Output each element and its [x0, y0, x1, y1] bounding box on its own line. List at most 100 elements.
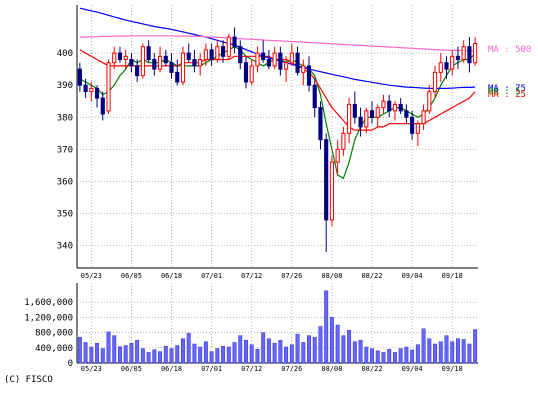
volume-x-tick-label: 06/18 — [161, 365, 182, 373]
candle-body — [135, 65, 140, 77]
candle-body — [295, 52, 300, 73]
candle-body — [77, 68, 82, 86]
volume-panel: 0 400,000 800,000 1,200,000 1,600,000 05/23 06… — [24, 283, 478, 373]
candle-body — [123, 55, 128, 61]
candle-body — [427, 91, 432, 112]
volume-bar — [215, 348, 220, 364]
volume-bar — [370, 348, 374, 364]
price-panel: 340 350 360 370 380 390 400 05/23 06/05 06/18 07/0… — [57, 5, 531, 280]
candle-body — [455, 55, 461, 61]
volume-bar — [266, 338, 271, 364]
volume-y-tick-label: 400,000 — [35, 344, 73, 354]
volume-bar — [89, 346, 94, 364]
volume-bar — [467, 343, 472, 364]
volume-bar — [169, 348, 174, 364]
candle-body — [192, 59, 197, 67]
candle-body — [404, 110, 409, 118]
candle-body — [261, 52, 266, 61]
volume-bar — [347, 330, 352, 364]
candle-body — [284, 62, 289, 70]
volume-bar — [278, 339, 283, 364]
volume-bar — [158, 351, 163, 364]
candle-body — [175, 71, 180, 83]
candle-body — [152, 59, 157, 70]
ma-legend-25: MA : 25 — [488, 90, 526, 100]
volume-y-tick-label: 800,000 — [35, 329, 73, 339]
volume-bar — [284, 346, 289, 364]
candle-body — [381, 100, 386, 109]
price-x-tick-label: 07/01 — [201, 272, 222, 280]
candle-body — [94, 87, 100, 99]
volume-bar — [192, 343, 197, 364]
candle-body — [243, 62, 249, 83]
volume-bar — [421, 328, 426, 364]
candle-body — [198, 59, 203, 67]
candle-body — [329, 161, 334, 221]
volume-bar — [375, 350, 380, 364]
volume-bar — [209, 351, 214, 364]
volume-bar — [238, 335, 243, 364]
candle-body — [392, 103, 398, 112]
volume-x-tick-label: 06/05 — [121, 365, 142, 373]
candle-body — [461, 46, 466, 61]
price-y-tick-label: 370 — [57, 145, 73, 155]
volume-bar — [301, 342, 306, 364]
volume-bar — [244, 339, 248, 364]
volume-bar — [123, 345, 128, 364]
ma-line-2 — [79, 49, 476, 131]
volume-y-tick-label: 1,200,000 — [24, 313, 73, 323]
volume-bar — [324, 290, 329, 364]
volume-x-tick-label: 09/04 — [402, 365, 423, 373]
candle-body — [421, 110, 426, 125]
candle-body — [180, 52, 186, 83]
candle-body — [306, 65, 312, 86]
price-y-tick-label: 360 — [57, 177, 73, 187]
price-x-tick-label: 05/23 — [81, 272, 102, 280]
volume-bar — [198, 346, 203, 364]
volume-bar — [100, 348, 105, 364]
volume-x-tick-label: 08/08 — [321, 365, 342, 373]
candle-body — [106, 62, 111, 112]
ma-line-3 — [79, 7, 476, 90]
candle-body — [255, 52, 260, 67]
ma-legend-5: MA : 5 — [488, 87, 521, 97]
volume-bar — [392, 352, 397, 364]
price-y-tick-label: 380 — [57, 113, 73, 123]
volume-bar — [352, 341, 357, 364]
candle-body — [146, 46, 151, 61]
volume-x-tick-label: 07/26 — [281, 365, 302, 373]
candle-body — [89, 87, 94, 93]
price-x-tick-label: 07/26 — [281, 272, 302, 280]
volume-bar — [404, 346, 409, 364]
price-x-tick-label: 09/18 — [442, 272, 463, 280]
volume-bar — [181, 338, 185, 364]
candle-body — [289, 52, 294, 64]
candle-body — [318, 107, 323, 141]
ma-line-4 — [79, 35, 476, 52]
price-x-tick-label: 06/05 — [121, 272, 142, 280]
volume-bar — [203, 341, 208, 364]
volume-bar — [461, 339, 466, 364]
candle-body — [450, 55, 455, 70]
candle-body — [163, 55, 168, 64]
candle-body — [226, 36, 231, 57]
volume-x-tick-label: 07/01 — [201, 365, 222, 373]
volume-bar — [272, 342, 277, 364]
volume-bar — [381, 352, 386, 364]
candle-body — [186, 52, 191, 61]
volume-y-tick-label: 0 — [68, 359, 73, 369]
volume-bar — [410, 349, 415, 364]
candle-body — [278, 52, 283, 70]
ma-legend-500: MA : 500 — [488, 45, 531, 55]
volume-bar — [152, 349, 157, 364]
candle-body — [410, 116, 415, 134]
volume-bar — [438, 341, 443, 364]
volume-bar — [455, 338, 460, 364]
volume-bar — [226, 346, 231, 364]
volume-bar — [232, 342, 237, 364]
volume-x-tick-label: 09/18 — [442, 365, 463, 373]
candle-body — [83, 84, 88, 93]
candle-body — [358, 116, 363, 128]
price-x-tick-label: 09/04 — [402, 272, 423, 280]
